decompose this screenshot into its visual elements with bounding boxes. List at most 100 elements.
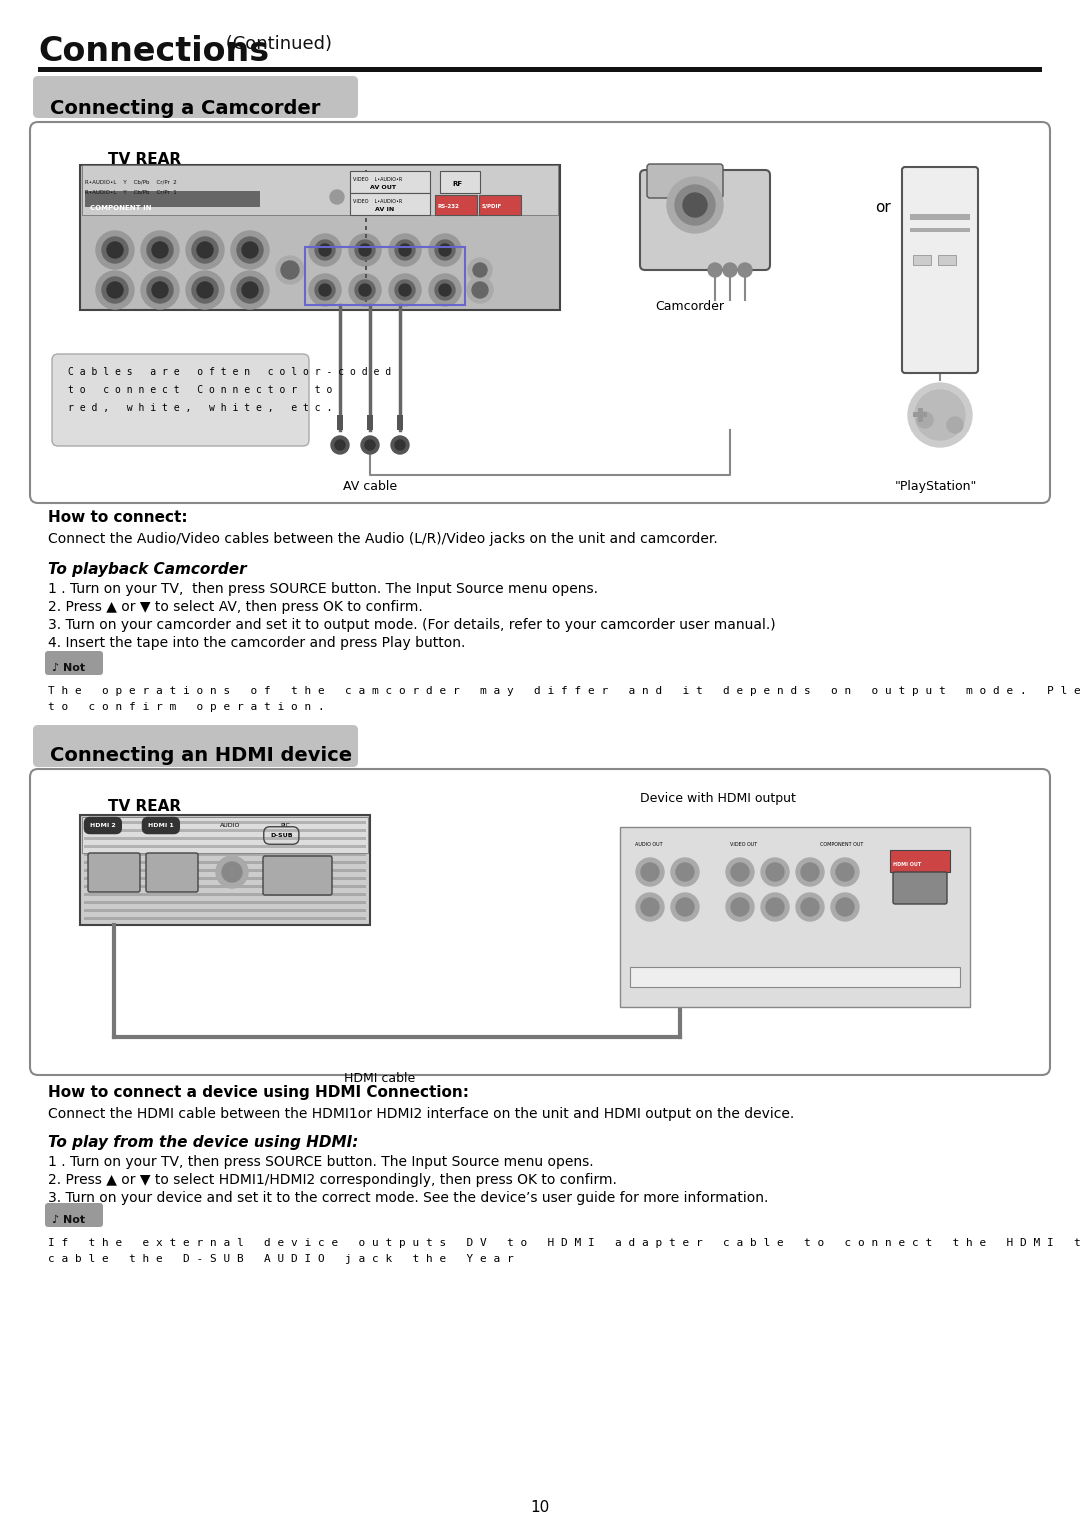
Text: Connecting a Camcorder: Connecting a Camcorder <box>50 99 321 118</box>
Circle shape <box>315 279 335 299</box>
Circle shape <box>231 270 269 308</box>
Circle shape <box>429 273 461 305</box>
FancyBboxPatch shape <box>87 854 140 892</box>
Circle shape <box>102 276 129 302</box>
Circle shape <box>152 241 168 258</box>
Bar <box>84 901 366 904</box>
Bar <box>367 415 373 431</box>
Circle shape <box>141 231 179 269</box>
Circle shape <box>361 437 379 454</box>
FancyBboxPatch shape <box>33 725 357 767</box>
Text: C a b l e s   a r e   o f t e n   c o l o r - c o d e d: C a b l e s a r e o f t e n c o l o r - … <box>68 366 391 377</box>
Circle shape <box>676 863 694 881</box>
Text: Connect the Audio/Video cables between the Audio (L/R)/Video jacks on the unit a: Connect the Audio/Video cables between t… <box>48 531 718 547</box>
Bar <box>365 290 367 295</box>
Circle shape <box>389 234 421 266</box>
Circle shape <box>192 237 218 263</box>
Bar <box>84 886 366 889</box>
Text: How to connect a device using HDMI Connection:: How to connect a device using HDMI Conne… <box>48 1086 469 1099</box>
Circle shape <box>391 437 409 454</box>
Circle shape <box>309 234 341 266</box>
Circle shape <box>309 273 341 305</box>
Circle shape <box>675 185 715 224</box>
Bar <box>84 893 366 896</box>
Bar <box>910 214 970 220</box>
Text: I f   t h e   e x t e r n a l   d e v i c e   o u t p u t s   D V   t o   H D M : I f t h e e x t e r n a l d e v i c e o … <box>48 1238 1080 1248</box>
Circle shape <box>766 898 784 916</box>
Text: t o   c o n n e c t   C o n n e c t o r   t o: t o c o n n e c t C o n n e c t o r t o <box>68 385 333 395</box>
Circle shape <box>472 282 488 298</box>
Text: R•AUDIO•L    Y    Cb/Pb    Cr/Pr  2: R•AUDIO•L Y Cb/Pb Cr/Pr 2 <box>85 179 177 183</box>
Circle shape <box>915 389 966 440</box>
Circle shape <box>395 279 415 299</box>
Text: 2. Press ▲ or ▼ to select AV, then press OK to confirm.: 2. Press ▲ or ▼ to select AV, then press… <box>48 600 422 614</box>
Bar <box>84 918 366 919</box>
Bar <box>365 202 367 206</box>
Bar <box>84 822 366 825</box>
Bar <box>82 165 558 215</box>
Circle shape <box>636 858 664 886</box>
Bar <box>84 876 366 880</box>
Circle shape <box>947 417 963 434</box>
Circle shape <box>917 412 933 428</box>
Circle shape <box>152 282 168 298</box>
Circle shape <box>141 270 179 308</box>
Circle shape <box>761 893 789 921</box>
Circle shape <box>216 857 248 889</box>
Bar <box>82 817 368 854</box>
Circle shape <box>359 284 372 296</box>
Circle shape <box>231 231 269 269</box>
Text: Device with HDMI output: Device with HDMI output <box>640 793 796 805</box>
Circle shape <box>349 234 381 266</box>
Bar <box>365 241 367 246</box>
Circle shape <box>281 261 299 279</box>
Bar <box>630 967 960 986</box>
Circle shape <box>355 279 375 299</box>
Text: HDMI 2: HDMI 2 <box>90 823 116 828</box>
Circle shape <box>197 282 213 298</box>
Circle shape <box>237 237 264 263</box>
Circle shape <box>237 276 264 302</box>
FancyBboxPatch shape <box>30 770 1050 1075</box>
FancyBboxPatch shape <box>647 163 723 199</box>
Circle shape <box>186 231 224 269</box>
FancyBboxPatch shape <box>264 857 332 895</box>
Bar <box>939 255 956 266</box>
Circle shape <box>801 898 819 916</box>
Circle shape <box>438 244 451 257</box>
Bar <box>480 195 521 215</box>
Circle shape <box>473 263 487 276</box>
Circle shape <box>399 284 411 296</box>
Text: TV REAR: TV REAR <box>108 153 181 166</box>
Bar <box>84 844 366 847</box>
Text: How to connect:: How to connect: <box>48 510 188 525</box>
Text: COMPONENT OUT: COMPONENT OUT <box>820 841 863 847</box>
Circle shape <box>467 276 492 302</box>
Bar <box>365 179 367 182</box>
Text: 3. Turn on your device and set it to the correct mode. See the device’s user gui: 3. Turn on your device and set it to the… <box>48 1191 768 1205</box>
Circle shape <box>389 273 421 305</box>
Circle shape <box>319 284 330 296</box>
Circle shape <box>96 270 134 308</box>
FancyBboxPatch shape <box>45 651 103 675</box>
Circle shape <box>642 863 659 881</box>
Circle shape <box>429 234 461 266</box>
Bar <box>913 412 927 417</box>
Text: D-SUB: D-SUB <box>270 834 293 838</box>
Circle shape <box>395 440 405 450</box>
Bar <box>365 298 367 302</box>
Text: (Continued): (Continued) <box>220 35 332 53</box>
Circle shape <box>796 858 824 886</box>
Bar <box>440 171 480 192</box>
FancyBboxPatch shape <box>893 872 947 904</box>
Bar <box>397 415 403 431</box>
Bar <box>890 851 950 872</box>
Circle shape <box>222 863 242 883</box>
Text: T h e   o p e r a t i o n s   o f   t h e   c a m c o r d e r   m a y   d i f f : T h e o p e r a t i o n s o f t h e c a … <box>48 686 1080 696</box>
Circle shape <box>242 241 258 258</box>
Text: AUDIO: AUDIO <box>220 823 241 828</box>
Text: HDMI OUT: HDMI OUT <box>893 863 921 867</box>
Circle shape <box>731 863 750 881</box>
Text: r e d ,   w h i t e ,   w h i t e ,   e t c .: r e d , w h i t e , w h i t e , e t c . <box>68 403 333 412</box>
Circle shape <box>761 858 789 886</box>
